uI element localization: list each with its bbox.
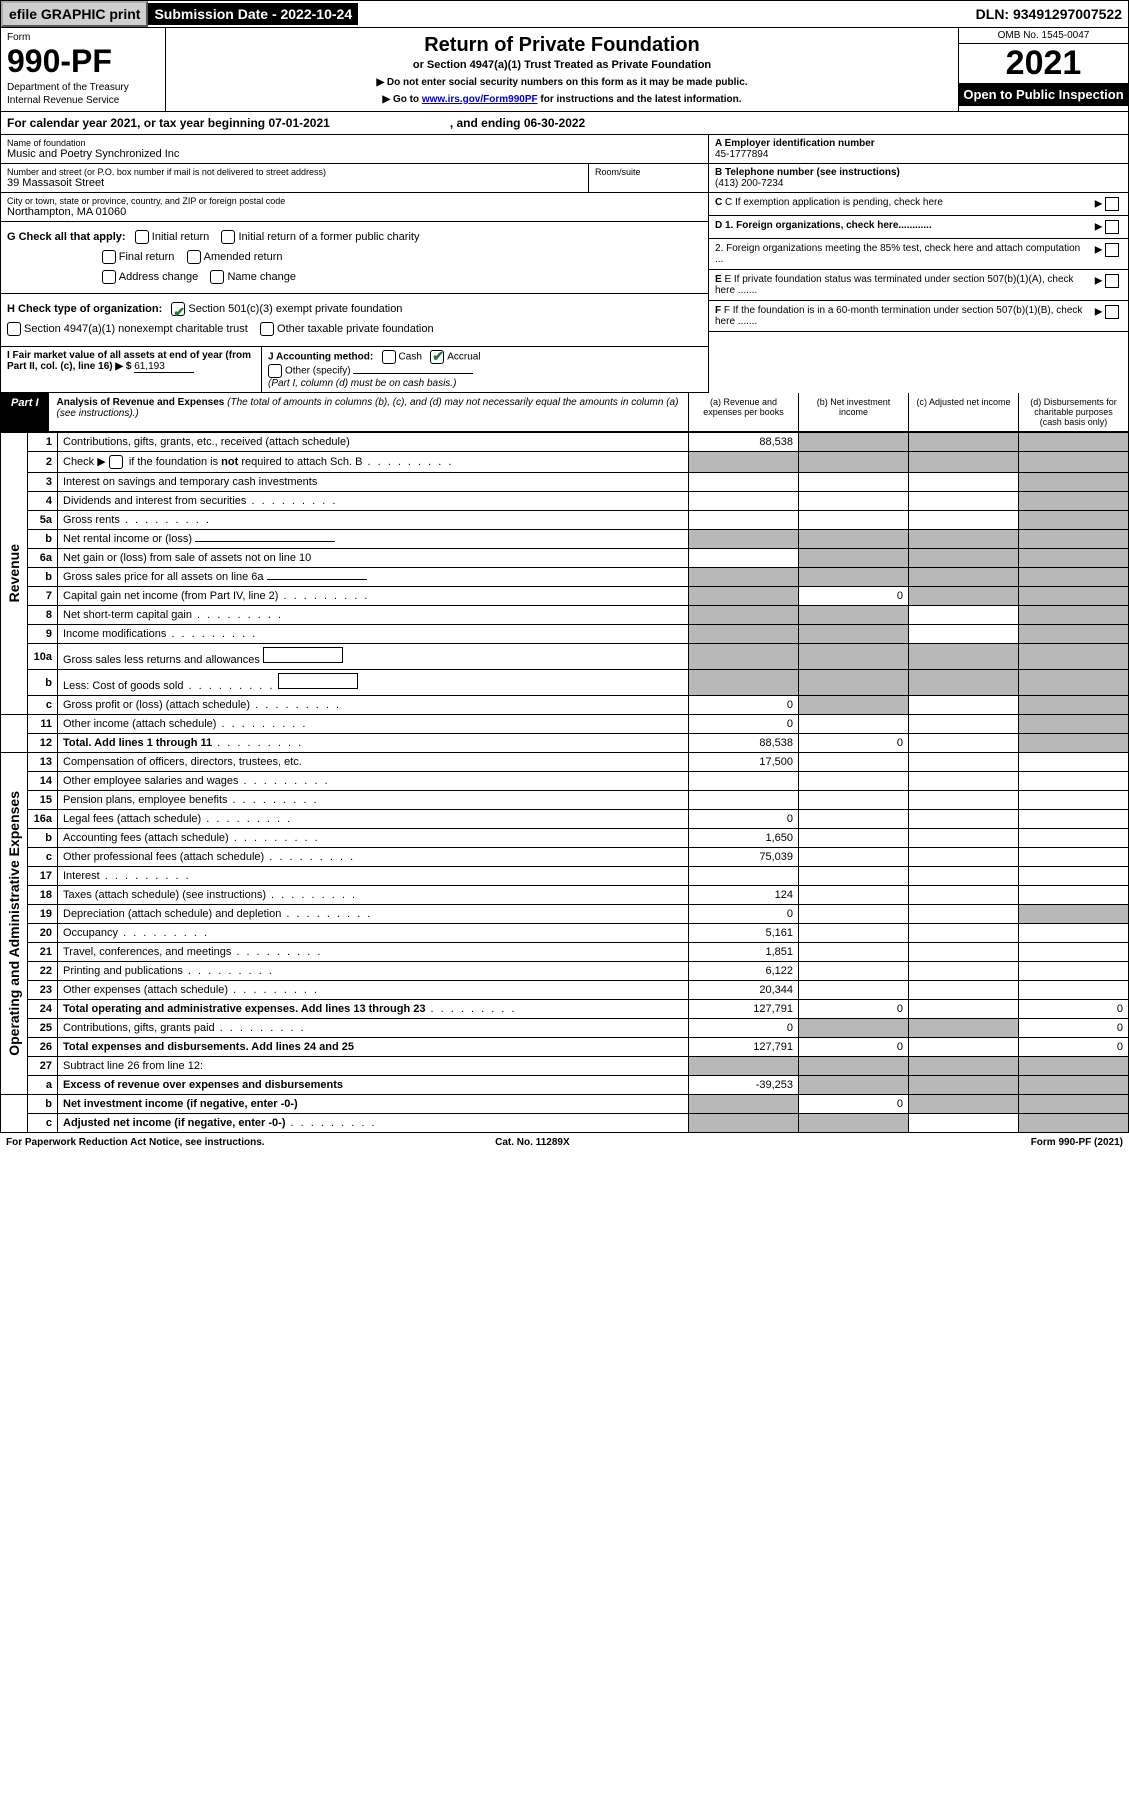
table-row: 12Total. Add lines 1 through 1188,5380 [1, 734, 1129, 753]
box-g: G Check all that apply: Initial return I… [1, 222, 708, 294]
address-cell: Number and street (or P.O. box number if… [1, 164, 588, 193]
table-row: 20Occupancy5,161 [1, 924, 1129, 943]
form-label: Form [7, 32, 159, 43]
col-c-header: (c) Adjusted net income [908, 393, 1018, 431]
telephone-cell: B Telephone number (see instructions) (4… [709, 164, 1128, 193]
part1-table: Revenue 1Contributions, gifts, grants, e… [0, 432, 1129, 1133]
table-row: Operating and Administrative Expenses 13… [1, 753, 1129, 772]
instr-nossn: ▶ Do not enter social security numbers o… [176, 77, 948, 88]
table-row: 15Pension plans, employee benefits [1, 791, 1129, 810]
footer-catno: Cat. No. 11289X [495, 1137, 569, 1148]
public-inspection: Open to Public Inspection [959, 83, 1128, 106]
foundation-name-cell: Name of foundation Music and Poetry Sync… [1, 135, 708, 164]
submission-date: Submission Date - 2022-10-24 [148, 3, 358, 25]
cb-d2[interactable] [1105, 243, 1119, 257]
table-row: cAdjusted net income (if negative, enter… [1, 1114, 1129, 1133]
cb-initial-return[interactable] [135, 230, 149, 244]
cb-c[interactable] [1105, 197, 1119, 211]
table-row: 11Other income (attach schedule)0 [1, 715, 1129, 734]
irs-link[interactable]: www.irs.gov/Form990PF [422, 94, 538, 105]
part1-header: Part I Analysis of Revenue and Expenses … [0, 393, 1129, 432]
cb-501c3[interactable] [171, 302, 185, 316]
city-cell: City or town, state or province, country… [1, 193, 708, 222]
page-footer: For Paperwork Reduction Act Notice, see … [0, 1133, 1129, 1152]
table-row: 4Dividends and interest from securities [1, 492, 1129, 511]
ein-cell: A Employer identification number 45-1777… [709, 135, 1128, 164]
box-d2: 2. Foreign organizations meeting the 85%… [709, 239, 1128, 270]
part1-tag: Part I [1, 393, 49, 431]
cb-no-schb[interactable] [109, 455, 123, 469]
cb-f[interactable] [1105, 305, 1119, 319]
col-d-header: (d) Disbursements for charitable purpose… [1018, 393, 1128, 431]
table-row: cGross profit or (loss) (attach schedule… [1, 696, 1129, 715]
cb-other-method[interactable] [268, 364, 282, 378]
cb-cash[interactable] [382, 350, 396, 364]
footer-left: For Paperwork Reduction Act Notice, see … [6, 1137, 265, 1148]
entity-info: Name of foundation Music and Poetry Sync… [0, 135, 1129, 393]
table-row: bNet investment income (if negative, ent… [1, 1095, 1129, 1114]
cb-d1[interactable] [1105, 220, 1119, 234]
table-row: 17Interest [1, 867, 1129, 886]
dln: DLN: 93491297007522 [970, 3, 1128, 25]
table-row: 24Total operating and administrative exp… [1, 1000, 1129, 1019]
table-row: 23Other expenses (attach schedule)20,344 [1, 981, 1129, 1000]
cb-amended-return[interactable] [187, 250, 201, 264]
table-row: bNet rental income or (loss) [1, 530, 1129, 549]
table-row: cOther professional fees (attach schedul… [1, 848, 1129, 867]
box-e: E E If private foundation status was ter… [709, 270, 1128, 301]
cb-4947a1[interactable] [7, 322, 21, 336]
box-i: I Fair market value of all assets at end… [1, 347, 261, 392]
form-subtitle: or Section 4947(a)(1) Trust Treated as P… [176, 59, 948, 71]
table-row: 21Travel, conferences, and meetings1,851 [1, 943, 1129, 962]
cb-other-taxable[interactable] [260, 322, 274, 336]
dept-line1: Department of the Treasury [7, 82, 159, 93]
room-cell: Room/suite [588, 164, 708, 193]
box-c: C C If exemption application is pending,… [709, 193, 1128, 216]
table-row: 27Subtract line 26 from line 12: [1, 1057, 1129, 1076]
table-row: 9Income modifications [1, 625, 1129, 644]
col-a-header: (a) Revenue and expenses per books [688, 393, 798, 431]
col-b-header: (b) Net investment income [798, 393, 908, 431]
table-row: 3Interest on savings and temporary cash … [1, 473, 1129, 492]
cb-address-change[interactable] [102, 270, 116, 284]
efile-print-button[interactable]: efile GRAPHIC print [1, 1, 148, 27]
table-row: 5aGross rents [1, 511, 1129, 530]
table-row: 19Depreciation (attach schedule) and dep… [1, 905, 1129, 924]
form-title: Return of Private Foundation [176, 34, 948, 57]
form-header: Form 990-PF Department of the Treasury I… [0, 28, 1129, 112]
box-d1: D 1. Foreign organizations, check here..… [709, 216, 1128, 239]
cb-accrual[interactable] [430, 350, 444, 364]
table-row: 2Check ▶ if the foundation is not requir… [1, 451, 1129, 472]
dept-line2: Internal Revenue Service [7, 95, 159, 106]
cb-final-return[interactable] [102, 250, 116, 264]
cb-initial-former[interactable] [221, 230, 235, 244]
box-j: J Accounting method: Cash Accrual Other … [261, 347, 708, 392]
table-row: bAccounting fees (attach schedule)1,650 [1, 829, 1129, 848]
table-row: 7Capital gain net income (from Part IV, … [1, 587, 1129, 606]
table-row: 14Other employee salaries and wages [1, 772, 1129, 791]
instr-goto: ▶ Go to www.irs.gov/Form990PF for instru… [176, 94, 948, 105]
cb-name-change[interactable] [210, 270, 224, 284]
table-row: bLess: Cost of goods sold [1, 670, 1129, 696]
table-row: 18Taxes (attach schedule) (see instructi… [1, 886, 1129, 905]
top-bar: efile GRAPHIC print Submission Date - 20… [0, 0, 1129, 28]
calendar-year-row: For calendar year 2021, or tax year begi… [0, 112, 1129, 135]
form-number: 990-PF [7, 43, 159, 80]
table-row: 8Net short-term capital gain [1, 606, 1129, 625]
table-row: 6aNet gain or (loss) from sale of assets… [1, 549, 1129, 568]
table-row: 22Printing and publications6,122 [1, 962, 1129, 981]
table-row: 16aLegal fees (attach schedule)0 [1, 810, 1129, 829]
table-row: 10aGross sales less returns and allowanc… [1, 644, 1129, 670]
box-f: F F If the foundation is in a 60-month t… [709, 301, 1128, 332]
cb-e[interactable] [1105, 274, 1119, 288]
table-row: aExcess of revenue over expenses and dis… [1, 1076, 1129, 1095]
table-row: Revenue 1Contributions, gifts, grants, e… [1, 432, 1129, 451]
omb-number: OMB No. 1545-0047 [959, 28, 1128, 44]
table-row: bGross sales price for all assets on lin… [1, 568, 1129, 587]
table-row: 26Total expenses and disbursements. Add … [1, 1038, 1129, 1057]
tax-year: 2021 [959, 44, 1128, 83]
table-row: 25Contributions, gifts, grants paid00 [1, 1019, 1129, 1038]
footer-formref: Form 990-PF (2021) [1031, 1137, 1123, 1148]
box-h: H Check type of organization: Section 50… [1, 294, 708, 347]
